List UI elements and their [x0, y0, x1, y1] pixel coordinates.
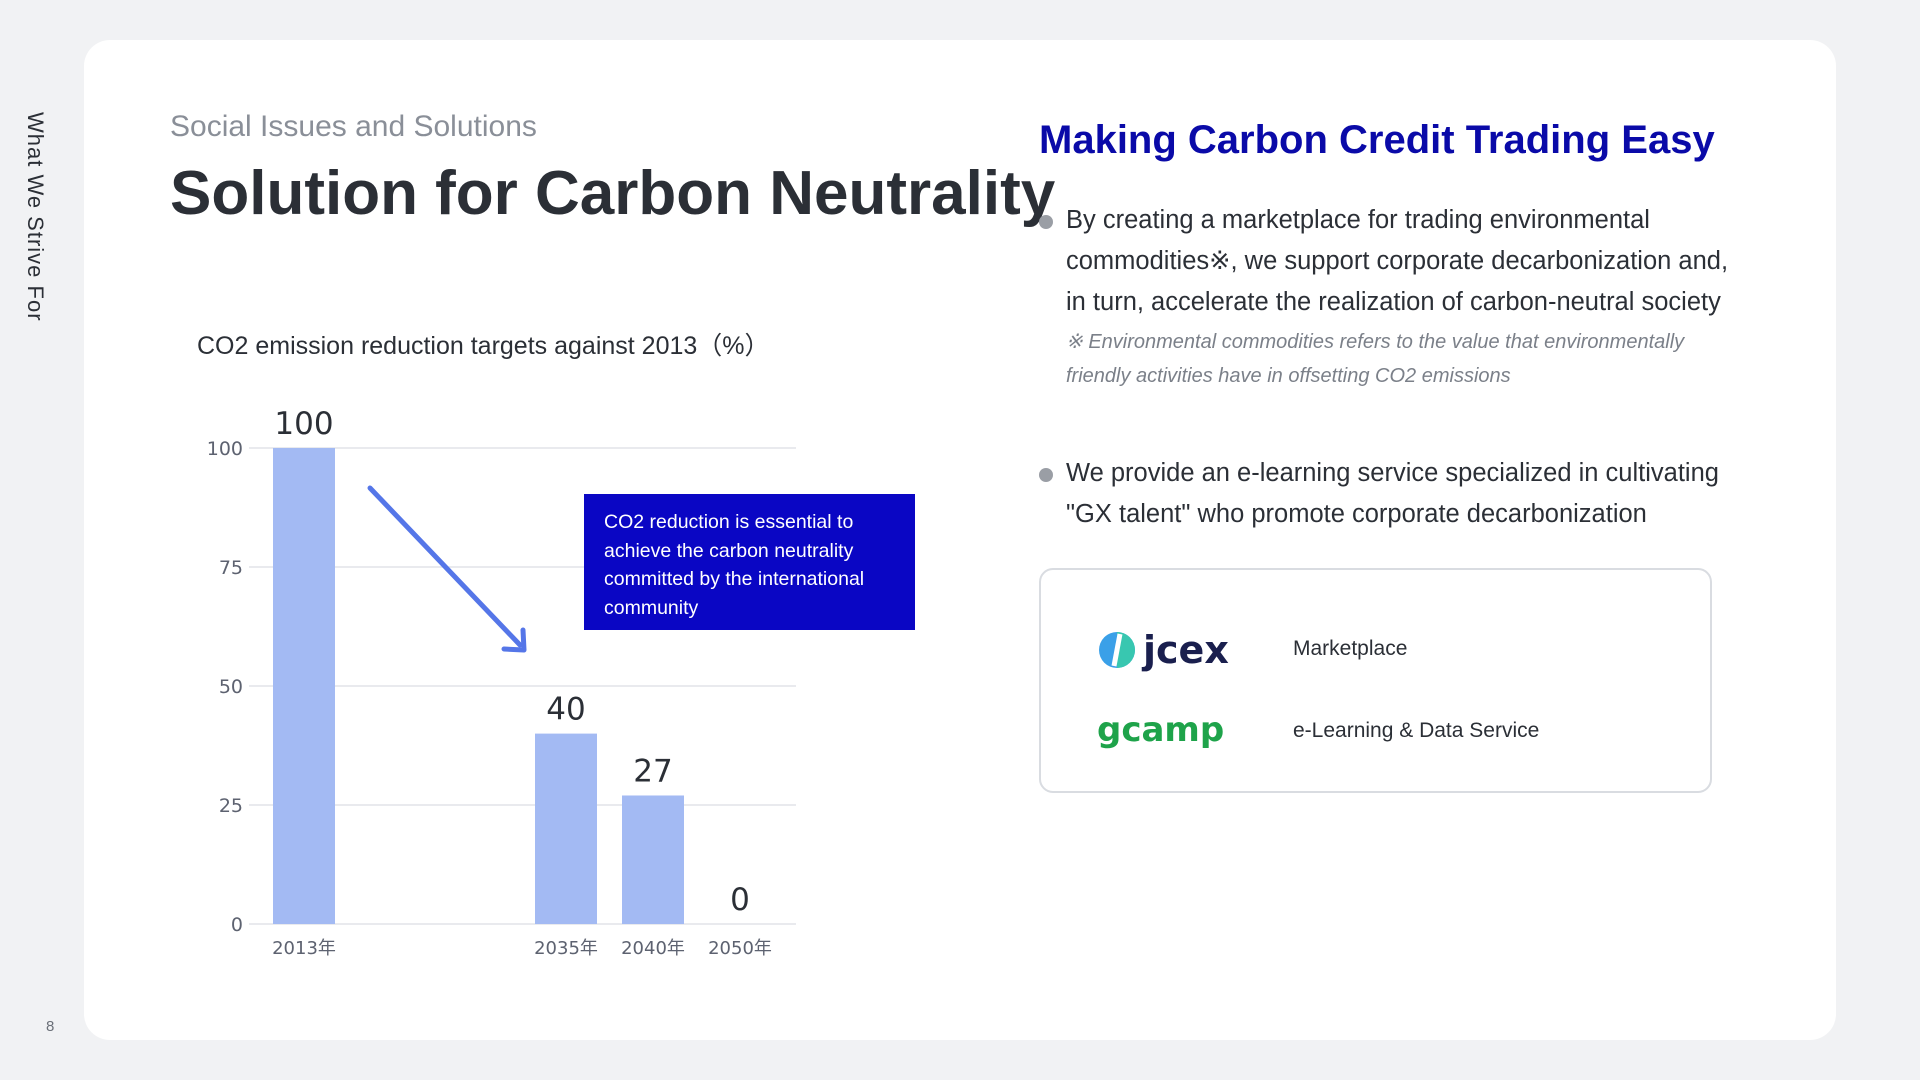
- x-tick-label: 2050年: [708, 938, 772, 959]
- gcamp-logo-text: GCamp: [1097, 710, 1224, 750]
- bullet-elearning: We provide an e-learning service special…: [1039, 453, 1729, 535]
- x-tick-label: 2013年: [272, 938, 336, 959]
- jcex-logo-text: JCeX: [1141, 628, 1229, 672]
- bullet-dot-icon: [1039, 215, 1053, 229]
- trend-arrow-head-icon: [501, 627, 527, 653]
- x-tick-label: 2040年: [621, 938, 685, 959]
- bar: [273, 448, 335, 924]
- services-box: JCeX Marketplace GCamp e-Learning & Data…: [1039, 568, 1712, 793]
- emission-chart: 0 25 50 75 100 100 2013年 40 2035年 27 2040年 0 2050年: [207, 406, 796, 959]
- gcamp-logo-icon: GCamp: [1097, 710, 1224, 750]
- bullet-footnote: ※ Environmental commodities refers to th…: [1066, 331, 1685, 387]
- bar: [535, 733, 597, 924]
- bar: [622, 795, 684, 924]
- bullet-dot-icon: [1039, 468, 1053, 482]
- y-tick-label: 25: [219, 795, 243, 817]
- bullet-text: We provide an e-learning service special…: [1066, 459, 1719, 528]
- right-heading: Making Carbon Credit Trading Easy: [1039, 118, 1715, 162]
- y-tick-label: 100: [207, 438, 243, 460]
- bullet-marketplace: By creating a marketplace for trading en…: [1039, 200, 1729, 393]
- data-label: 27: [633, 753, 672, 789]
- trend-arrow-line: [367, 485, 523, 648]
- y-tick-label: 75: [219, 557, 243, 579]
- data-label: 0: [730, 882, 750, 918]
- slide-card: Social Issues and Solutions Solution for…: [84, 40, 1836, 1040]
- section-eyebrow: Social Issues and Solutions: [170, 110, 537, 143]
- x-tick-label: 2035年: [534, 938, 598, 959]
- jcex-logo-icon: JCeX: [1099, 628, 1229, 672]
- service-label: e-Learning & Data Service: [1293, 719, 1540, 742]
- chart-caption: CO2 emission reduction targets against 2…: [197, 332, 770, 360]
- y-tick-label: 0: [231, 914, 243, 936]
- chart-callout: CO2 reduction is essential to achieve th…: [584, 494, 915, 630]
- page-title: Solution for Carbon Neutrality: [170, 159, 1056, 228]
- data-label: 100: [274, 406, 333, 442]
- data-label: 40: [546, 692, 585, 728]
- y-tick-label: 50: [219, 676, 243, 698]
- service-label: Marketplace: [1293, 637, 1408, 660]
- section-side-label: What We Strive For: [23, 112, 48, 322]
- bullet-text: By creating a marketplace for trading en…: [1066, 206, 1729, 316]
- page-number: 8: [46, 1018, 55, 1035]
